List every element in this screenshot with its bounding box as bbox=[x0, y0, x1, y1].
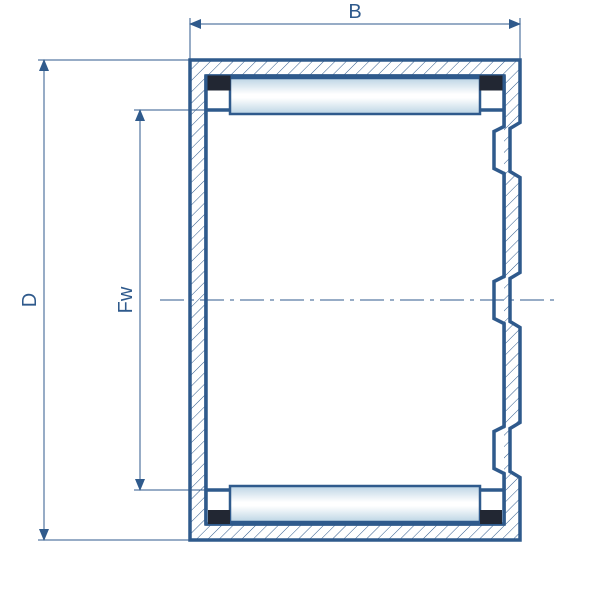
seal bbox=[480, 510, 502, 524]
seal bbox=[480, 76, 502, 90]
seal bbox=[208, 510, 230, 524]
roller bbox=[230, 486, 480, 522]
bearing-cross-section: B D Fw bbox=[0, 0, 600, 600]
label-Fw: Fw bbox=[115, 286, 137, 313]
label-B: B bbox=[348, 1, 361, 23]
seal bbox=[208, 76, 230, 90]
roller bbox=[230, 78, 480, 114]
label-D: D bbox=[19, 293, 41, 307]
